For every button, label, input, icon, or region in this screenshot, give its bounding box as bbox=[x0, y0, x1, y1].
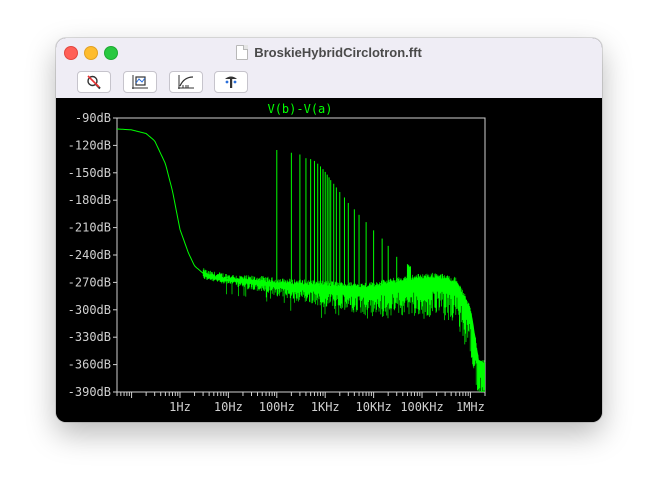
x-tick-label: 10Hz bbox=[214, 400, 243, 414]
y-tick-label: -150dB bbox=[68, 166, 111, 180]
x-tick-label: 100Hz bbox=[259, 400, 295, 414]
y-tick-label: -270dB bbox=[68, 275, 111, 289]
window-title: BroskieHybridCirclotron.fft bbox=[254, 44, 422, 60]
minimize-window-button[interactable] bbox=[84, 46, 98, 60]
y-tick-label: -120dB bbox=[68, 138, 111, 152]
chart-title: V(b)-V(a) bbox=[267, 102, 332, 116]
y-tick-label: -360dB bbox=[68, 358, 111, 372]
title-bar: BroskieHybridCirclotron.fft bbox=[56, 38, 602, 66]
plot-frame bbox=[116, 117, 486, 393]
x-tick-label: 1Hz bbox=[169, 400, 191, 414]
x-tick-label: 1KHz bbox=[311, 400, 340, 414]
autorange-button[interactable] bbox=[123, 71, 157, 93]
autorange-icon bbox=[132, 75, 148, 89]
y-tick-label: -180dB bbox=[68, 193, 111, 207]
plot-area[interactable]: V(b)-V(a) -90dB -120dB -150dB -180dB -210dB -… bbox=[56, 98, 602, 422]
maximize-window-button[interactable] bbox=[104, 46, 118, 60]
toolbar bbox=[56, 66, 602, 99]
zoom-cancel-button[interactable] bbox=[77, 71, 111, 93]
window-title-group: BroskieHybridCirclotron.fft bbox=[236, 44, 422, 60]
zoom-cancel-icon bbox=[87, 75, 101, 90]
close-window-button[interactable] bbox=[64, 46, 78, 60]
app-window: BroskieHybridCirclotron.fft bbox=[56, 38, 602, 422]
log-axis-icon bbox=[178, 75, 194, 89]
spectrum-trace bbox=[117, 128, 486, 368]
y-tick-label: -390dB bbox=[68, 385, 111, 399]
x-tick-label: 100KHz bbox=[400, 400, 443, 414]
noise-floor-band bbox=[202, 268, 485, 392]
log-axis-button[interactable] bbox=[169, 71, 203, 93]
trace-group bbox=[117, 128, 486, 392]
x-tick-label: 10KHz bbox=[356, 400, 392, 414]
document-icon bbox=[236, 44, 249, 60]
harmonic-comb bbox=[407, 264, 411, 281]
pan-button[interactable] bbox=[214, 71, 248, 93]
x-tick-label: 1MHz bbox=[456, 400, 485, 414]
y-tick-label: -300dB bbox=[68, 303, 111, 317]
y-tick-label: -240dB bbox=[68, 248, 111, 262]
y-tick-label: -330dB bbox=[68, 330, 111, 344]
pan-icon bbox=[225, 76, 237, 88]
y-axis: -90dB -120dB -150dB -180dB -210dB -240dB -270d… bbox=[68, 111, 117, 399]
y-tick-label: -90dB bbox=[75, 111, 111, 125]
fft-chart: V(b)-V(a) -90dB-120dB-150dB-180dB-210dB-… bbox=[68, 102, 486, 414]
y-tick-label: -210dB bbox=[68, 221, 111, 235]
x-axis: 1Hz 10Hz 100Hz 1KHz 10KHz 100KHz 1MHz bbox=[116, 392, 486, 414]
